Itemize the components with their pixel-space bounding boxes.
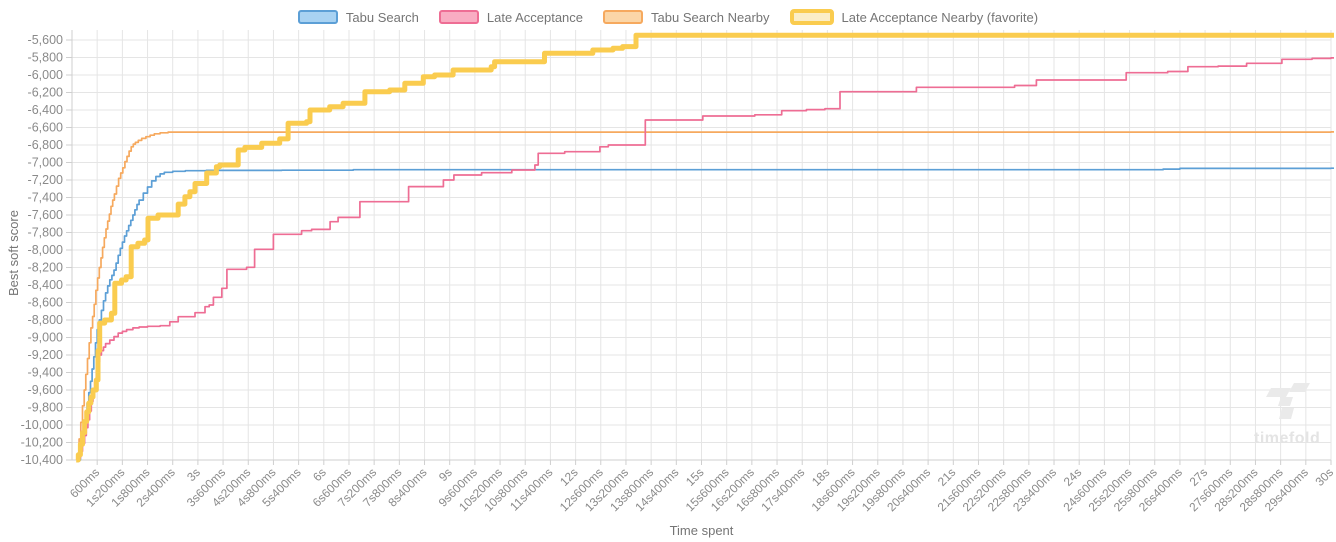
- y-tick-label: -8,000: [28, 243, 63, 257]
- y-tick-label: -7,800: [28, 226, 63, 240]
- y-tick-label: -5,600: [28, 33, 63, 47]
- y-tick-label: -10,200: [21, 436, 63, 450]
- y-tick-label: -5,800: [28, 51, 63, 65]
- x-tick-label: 3s: [184, 465, 203, 484]
- watermark-text: timefold: [1254, 430, 1321, 447]
- y-tick-label: -6,000: [28, 68, 63, 82]
- y-axis-title: Best soft score: [6, 210, 21, 296]
- legend-label: Tabu Search Nearby: [651, 9, 770, 25]
- y-tick-label: -8,600: [28, 296, 63, 310]
- y-tick-label: -7,600: [28, 208, 63, 222]
- legend-label: Tabu Search: [345, 9, 419, 25]
- series-line-tabu-search-nearby: [77, 131, 1334, 457]
- x-axis-title: Time spent: [669, 523, 734, 538]
- y-tick-label: -9,000: [28, 331, 63, 345]
- series-line-late-acceptance: [78, 57, 1334, 460]
- legend-swatch-late-acceptance: [438, 10, 479, 24]
- legend-swatch-tabu-search-nearby: [603, 10, 644, 24]
- legend-label: Late Acceptance Nearby (favorite): [841, 9, 1039, 25]
- x-tick-label: 30s: [1313, 465, 1336, 489]
- legend-item-tabu-search-nearby[interactable]: Tabu Search Nearby: [603, 10, 770, 25]
- x-tick-label: 6s: [310, 465, 329, 484]
- y-tick-label: -9,800: [28, 401, 63, 415]
- legend-item-late-acceptance-nearby[interactable]: Late Acceptance Nearby (favorite): [789, 9, 1039, 25]
- y-tick-label: -7,400: [28, 191, 63, 205]
- y-tick-label: -9,200: [28, 348, 63, 362]
- y-tick-label: -6,800: [28, 138, 63, 152]
- y-tick-label: -6,400: [28, 103, 63, 117]
- y-tick-label: -10,400: [21, 453, 63, 467]
- legend-label: Late Acceptance: [486, 9, 584, 25]
- legend-swatch-late-acceptance-nearby: [789, 9, 834, 25]
- y-tick-label: -10,000: [21, 418, 63, 432]
- legend-item-tabu-search[interactable]: Tabu Search: [297, 9, 419, 25]
- timefold-logo-icon: [1266, 383, 1310, 419]
- legend-item-late-acceptance[interactable]: Late Acceptance: [438, 9, 584, 25]
- y-tick-label: -7,000: [28, 156, 63, 170]
- x-tick-label: 9s: [436, 465, 455, 484]
- y-tick-label: -9,600: [28, 383, 63, 397]
- y-tick-label: -6,200: [28, 86, 63, 100]
- series-line-late-acceptance-nearby-favorite: [75, 32, 1334, 463]
- y-tick-label: -9,400: [28, 366, 63, 380]
- y-tick-label: -8,200: [28, 261, 63, 275]
- series-line-tabu-search: [79, 167, 1334, 461]
- y-tick-label: -7,200: [28, 173, 63, 187]
- chart-legend: Tabu Search Late Acceptance Tabu Search …: [0, 7, 1336, 27]
- legend-swatch-tabu-search: [297, 10, 338, 24]
- y-tick-label: -8,800: [28, 313, 63, 327]
- watermark: timefold: [1254, 381, 1321, 448]
- y-tick-label: -6,600: [28, 121, 63, 135]
- y-tick-label: -8,400: [28, 278, 63, 292]
